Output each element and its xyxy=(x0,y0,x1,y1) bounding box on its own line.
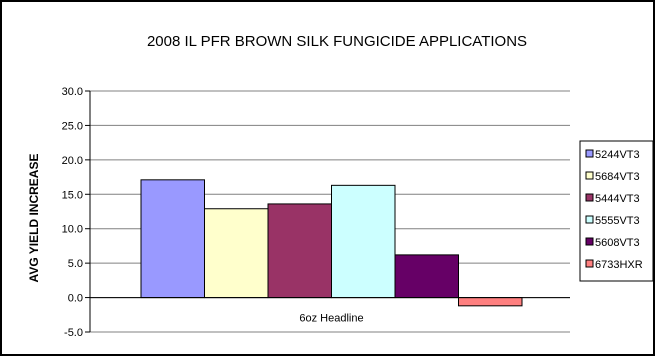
legend-swatch-5608VT3 xyxy=(585,237,594,246)
bar-5608VT3 xyxy=(394,254,459,299)
y-tick-label: 15.0 xyxy=(62,189,83,201)
legend-box xyxy=(579,140,653,282)
legend-label-5244VT3: 5244VT3 xyxy=(595,149,640,161)
chart-title: 2008 IL PFR BROWN SILK FUNGICIDE APPLICA… xyxy=(147,33,527,50)
y-tick-label: 0.0 xyxy=(68,293,83,305)
y-tick-label: 30.0 xyxy=(62,86,83,98)
legend-swatch-5555VT3 xyxy=(585,215,594,224)
bar-6733HXR xyxy=(458,297,523,307)
legend: 5244VT3 5684VT3 5444VT3 5555VT3 5608VT3 6733H… xyxy=(579,140,653,282)
y-axis-label: AVG YIELD INCREASE xyxy=(27,154,41,283)
bar-5444VT3 xyxy=(267,203,332,299)
legend-label-5555VT3: 5555VT3 xyxy=(595,215,640,227)
bar-5244VT3 xyxy=(140,179,205,299)
y-tick-label: 25.0 xyxy=(62,120,83,132)
legend-label-5684VT3: 5684VT3 xyxy=(595,171,640,183)
bar-5684VT3 xyxy=(204,208,269,299)
plot-area: 30.0 25.0 20.0 15.0 10.0 5.0 0.0 -5.0 6oz Headli… xyxy=(62,86,570,339)
legend-label-6733HXR: 6733HXR xyxy=(595,259,643,271)
x-category-label: 6oz Headline xyxy=(299,313,363,325)
y-tick-label: -5.0 xyxy=(64,327,83,339)
bar-5555VT3 xyxy=(331,184,396,299)
legend-label-5444VT3: 5444VT3 xyxy=(595,193,640,205)
y-tick-label: 5.0 xyxy=(68,258,83,270)
legend-swatch-6733HXR xyxy=(585,259,594,268)
y-tick-label: 10.0 xyxy=(62,224,83,236)
legend-swatch-5244VT3 xyxy=(585,149,594,158)
y-tick-label: 20.0 xyxy=(62,155,83,167)
legend-swatch-5444VT3 xyxy=(585,193,594,202)
legend-label-5608VT3: 5608VT3 xyxy=(595,237,640,249)
legend-swatch-5684VT3 xyxy=(585,171,594,180)
